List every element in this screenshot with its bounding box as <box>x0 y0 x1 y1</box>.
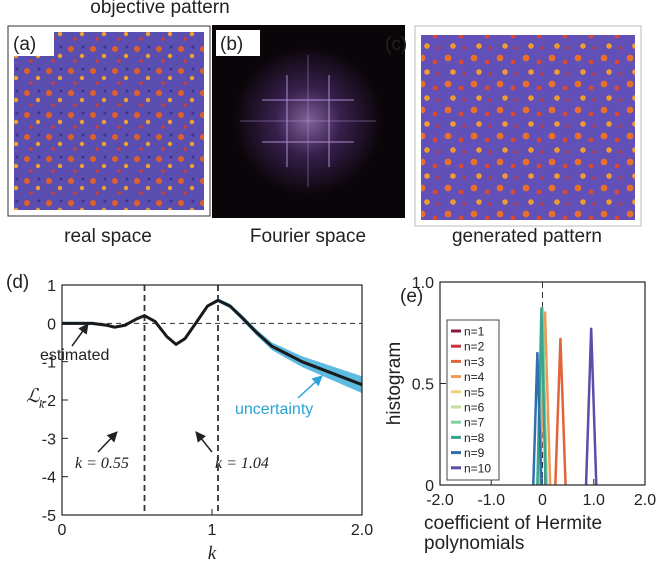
y-tick-label: 0 <box>425 478 434 495</box>
series-line <box>586 329 596 485</box>
x-tick-label: 1.0 <box>583 492 605 509</box>
legend-label: n=10 <box>464 461 491 475</box>
plot-frame <box>62 285 362 515</box>
panel-caption: generated pattern <box>452 226 602 247</box>
legend-label: n=2 <box>464 340 485 354</box>
series-line <box>555 339 565 485</box>
y-tick-label: 0.5 <box>412 377 434 394</box>
x-tick-label: 2.0 <box>351 522 373 539</box>
figure-title: objective pattern <box>90 0 229 18</box>
panel-caption: real space <box>64 226 152 247</box>
legend-label: n=3 <box>464 355 485 369</box>
y-tick-label: 1.0 <box>412 275 434 292</box>
annotation: k = 1.04 <box>215 455 269 472</box>
generated-image <box>421 35 635 220</box>
arrow <box>72 324 88 346</box>
y-tick-label: -5 <box>42 508 56 525</box>
x-axis-label: polynomials <box>424 533 524 554</box>
annotation: k = 0.55 <box>75 455 129 472</box>
y-tick-label: -3 <box>42 431 56 448</box>
panel-label: (b) <box>220 34 243 55</box>
legend: n=1n=2n=3n=4n=5 n=6n=7n=8n=9n=10 <box>447 320 499 480</box>
legend-label: n=8 <box>464 431 485 445</box>
uncertainty-band <box>62 298 362 393</box>
x-tick-label: -1.0 <box>477 492 505 509</box>
legend-label: n=7 <box>464 416 485 430</box>
y-axis-label: histogram <box>384 342 405 425</box>
annotation: uncertainty <box>235 401 313 418</box>
panel-label: (d) <box>6 272 29 293</box>
x-axis-label: coefficient of Hermite <box>424 513 602 534</box>
panel-label: (c) <box>385 34 407 55</box>
legend-label: n=9 <box>464 446 485 460</box>
legend-label: n=1 <box>464 325 485 339</box>
y-tick-label: -4 <box>42 470 56 487</box>
x-tick-label: 1 <box>208 522 217 539</box>
legend-label: n=5 <box>464 385 485 399</box>
legend-label: n=4 <box>464 370 485 384</box>
panel-caption: Fourier space <box>250 226 366 247</box>
real-space-image <box>14 32 204 210</box>
y-tick-label: -1 <box>42 355 56 372</box>
legend-label: n=6 <box>464 401 485 415</box>
figure: objective pattern (a) (b) (c) real space… <box>0 0 656 566</box>
panel-label: (a) <box>13 34 36 55</box>
y-tick-label: 0 <box>47 316 56 333</box>
y-axis-label: k <box>39 397 45 411</box>
x-tick-label: 0 <box>538 492 547 509</box>
y-tick-label: 1 <box>47 278 56 295</box>
arrow <box>298 376 322 398</box>
x-axis-label: k <box>208 543 217 564</box>
arrow <box>98 432 117 452</box>
x-tick-label: 0 <box>58 522 67 539</box>
arrow <box>196 432 212 452</box>
x-tick-label: 2.0 <box>634 492 656 509</box>
